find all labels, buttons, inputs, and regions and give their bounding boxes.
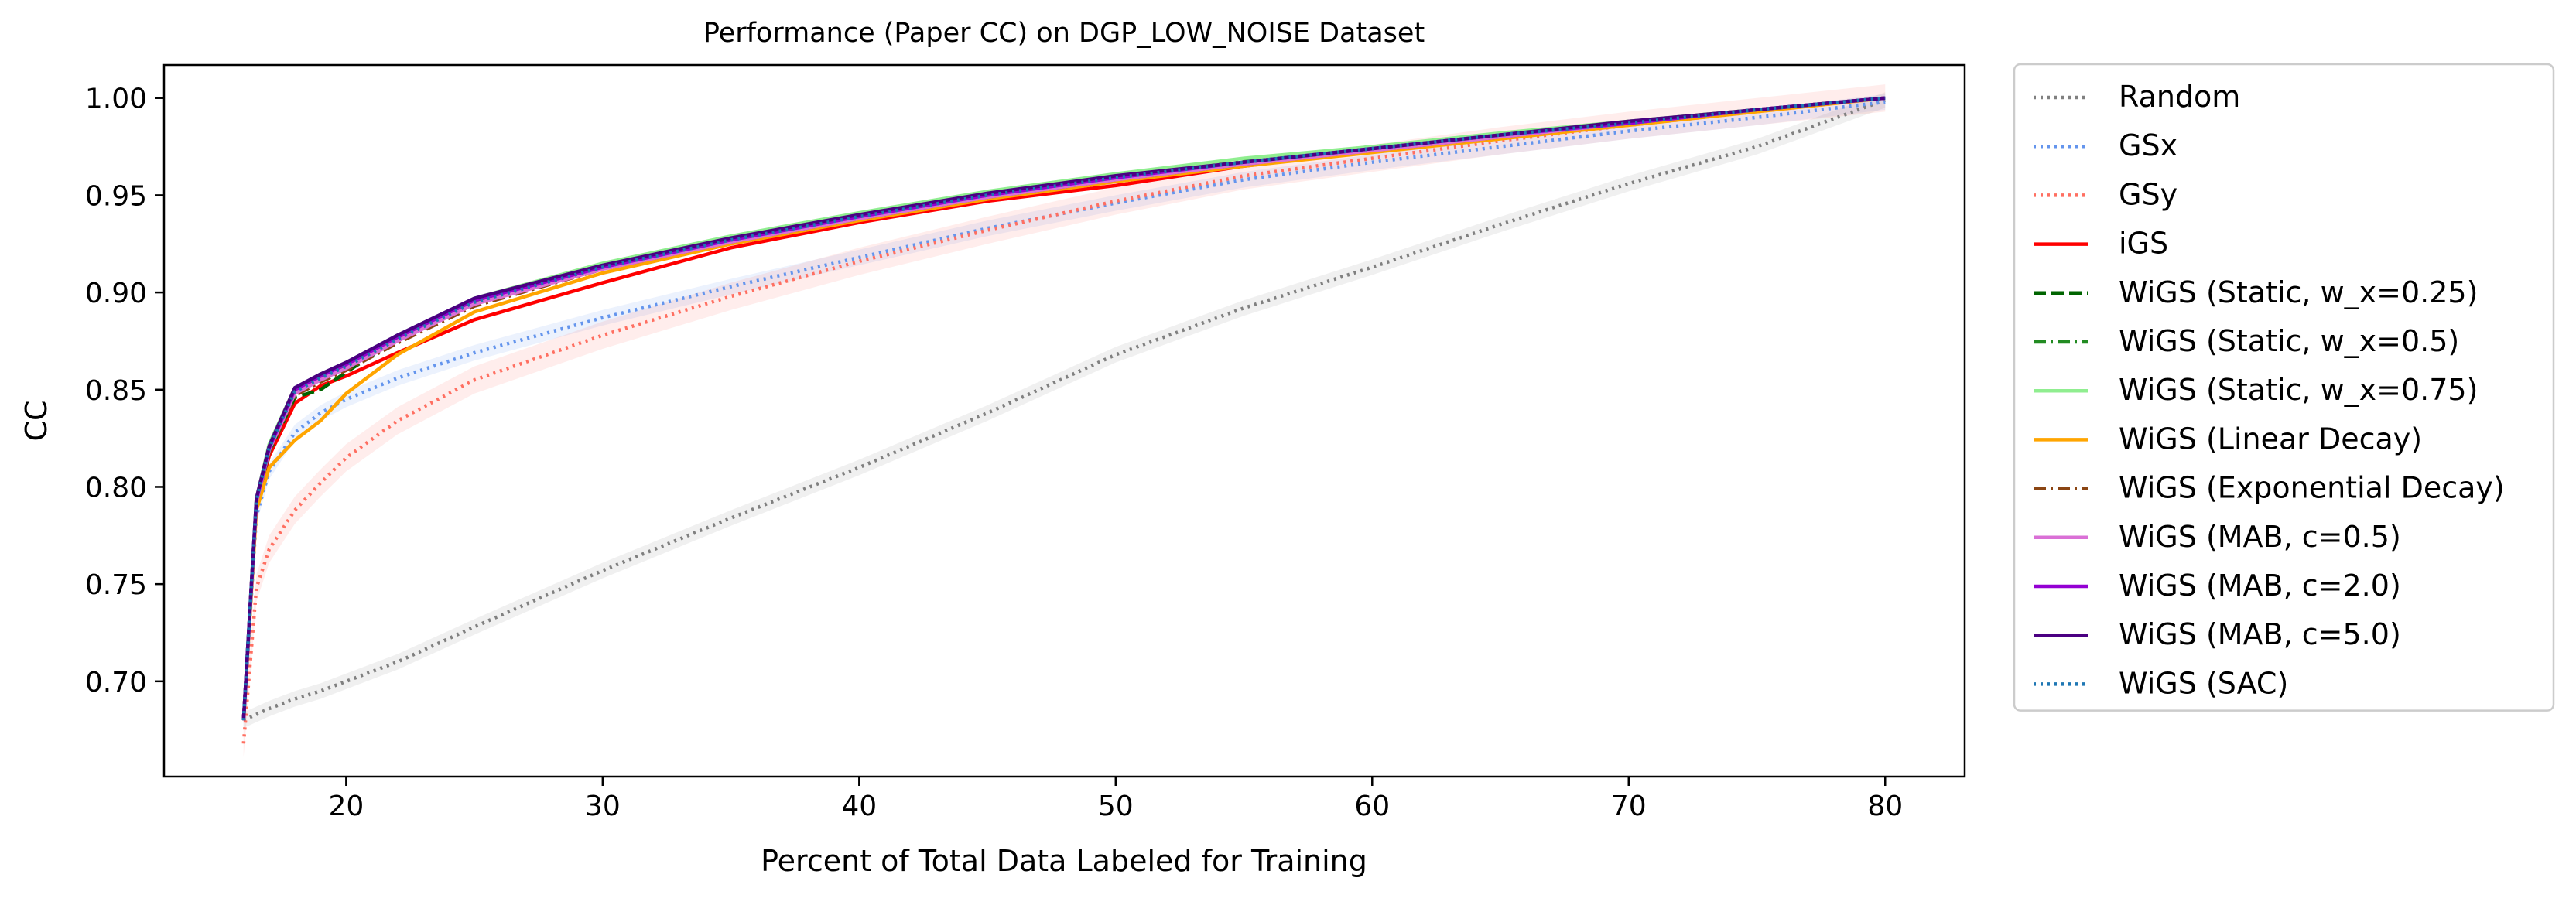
x-tick-label: 80 xyxy=(1867,791,1903,822)
legend-label-igs: iGS xyxy=(2119,227,2168,261)
legend-label-wigs-static-w-x-0-25: WiGS (Static, w_x=0.25) xyxy=(2119,275,2478,309)
x-tick-label: 60 xyxy=(1354,791,1390,822)
y-tick-label: 0.75 xyxy=(85,569,147,601)
legend-label-wigs-linear-decay: WiGS (Linear Decay) xyxy=(2119,422,2422,456)
line-gsy xyxy=(241,96,1886,744)
x-tick-label: 20 xyxy=(328,791,364,822)
legend-frame xyxy=(2013,63,2555,712)
legend-label-gsy: GSy xyxy=(2119,177,2177,211)
plot-frame xyxy=(162,63,1966,778)
x-tick-label: 50 xyxy=(1098,791,1134,822)
y-tick-label: 0.80 xyxy=(85,472,147,504)
legend-label-wigs-sac: WiGS (SAC) xyxy=(2119,666,2288,700)
legend-label-random: Random xyxy=(2119,80,2240,114)
legend: Random GSx GSy iGS WiGS (Static, w_x=0.25) Wi… xyxy=(2013,63,2555,712)
legend-label-wigs-mab-c-0-5: WiGS (MAB, c=0.5) xyxy=(2119,520,2401,554)
line-wigs-sac xyxy=(241,96,1886,721)
legend-label-wigs-mab-c-5-0: WiGS (MAB, c=5.0) xyxy=(2119,617,2401,651)
y-axis-label: CC xyxy=(19,400,53,441)
series-lines xyxy=(241,96,1887,744)
y-tick-label: 0.90 xyxy=(85,278,147,309)
legend-label-gsx: GSx xyxy=(2119,128,2177,162)
line-wigs-mab-c-5-0 xyxy=(241,96,1886,721)
y-tick-label: 1.00 xyxy=(85,84,147,115)
line-random xyxy=(242,98,1887,722)
y-tick-label: 0.85 xyxy=(85,375,147,407)
line-gsx xyxy=(241,100,1886,721)
line-wigs-linear-decay xyxy=(241,96,1886,721)
y-tick-label: 0.95 xyxy=(85,180,147,212)
x-tick-label: 30 xyxy=(585,791,621,822)
x-axis-ticks: 20 30 40 50 60 70 80 xyxy=(328,777,1903,822)
x-tick-label: 40 xyxy=(841,791,877,822)
confidence-bands xyxy=(243,84,1886,757)
band-random xyxy=(243,92,1886,729)
chart-title: Performance (Paper CC) on DGP_LOW_NOISE … xyxy=(703,18,1425,49)
legend-label-wigs-exponential-decay: WiGS (Exponential Decay) xyxy=(2119,471,2505,505)
y-tick-label: 0.70 xyxy=(85,667,147,698)
legend-label-wigs-static-w-x-0-75: WiGS (Static, w_x=0.75) xyxy=(2119,373,2478,407)
legend-label-wigs-mab-c-2-0: WiGS (MAB, c=2.0) xyxy=(2119,569,2401,603)
band-gsy xyxy=(243,84,1886,757)
legend-label-wigs-static-w-x-0-5: WiGS (Static, w_x=0.5) xyxy=(2119,324,2459,358)
y-axis-ticks: 0.70 0.75 0.80 0.85 0.90 0.95 1.00 xyxy=(85,84,164,698)
x-axis-label: Percent of Total Data Labeled for Traini… xyxy=(761,844,1367,878)
x-tick-label: 70 xyxy=(1611,791,1647,822)
